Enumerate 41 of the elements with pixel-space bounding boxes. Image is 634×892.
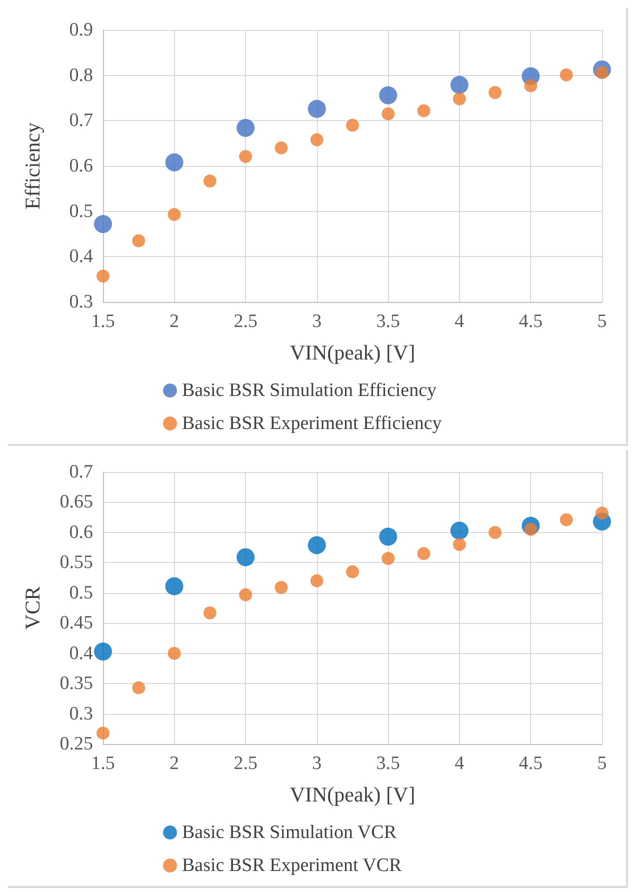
y-axis-title: VCR	[20, 586, 44, 630]
y-tick-label: 0.5	[69, 582, 93, 604]
x-tick-label: 3	[312, 311, 322, 332]
x-tick-label: 5	[597, 311, 607, 332]
legend-label: Basic BSR Simulation Efficiency	[182, 380, 438, 401]
y-tick-label: 0.45	[60, 612, 93, 634]
y-tick-label: 0.8	[69, 64, 93, 86]
x-tick-label: 5	[597, 753, 607, 774]
y-axis-title: Efficiency	[20, 122, 44, 210]
y-tick-label: 0.35	[60, 673, 93, 694]
x-tick-label: 1.5	[91, 753, 115, 774]
y-tick-label: 0.4	[69, 246, 94, 268]
x-tick-label: 2	[170, 311, 180, 332]
x-tick-label: 4	[454, 311, 465, 332]
y-tick-label: 0.7	[69, 110, 93, 132]
x-tick-label: 3.5	[376, 753, 400, 774]
x-tick-label: 2	[170, 753, 180, 774]
y-tick-label: 0.65	[60, 492, 93, 513]
x-tick-label: 4.5	[518, 753, 543, 774]
y-tick-label: 0.5	[69, 200, 93, 222]
x-tick-label: 2.5	[234, 311, 258, 332]
legend-label: Basic BSR Simulation VCR	[182, 822, 397, 843]
x-tick-label: 3	[312, 753, 322, 774]
x-tick-label: 4	[454, 753, 465, 774]
y-tick-label: 0.4	[69, 642, 94, 664]
y-tick-label: 0.6	[69, 156, 93, 176]
y-tick-label: 0.7	[69, 462, 93, 482]
y-tick-label: 0.3	[69, 292, 93, 312]
y-tick-label: 0.25	[60, 734, 93, 754]
y-tick-label: 0.9	[69, 20, 93, 40]
x-tick-label: 4.5	[518, 311, 543, 332]
x-tick-label: 1.5	[91, 311, 115, 332]
y-tick-label: 0.6	[69, 522, 93, 543]
legend-label: Basic BSR Experiment VCR	[182, 855, 402, 876]
x-axis-title: VIN(peak) [V]	[290, 340, 416, 364]
x-tick-label: 3.5	[376, 311, 400, 332]
x-tick-label: 2.5	[234, 753, 258, 774]
y-tick-label: 0.55	[60, 552, 93, 574]
y-tick-label: 0.3	[69, 703, 93, 724]
legend-label: Basic BSR Experiment Efficiency	[182, 413, 442, 434]
x-axis-title: VIN(peak) [V]	[290, 782, 416, 806]
